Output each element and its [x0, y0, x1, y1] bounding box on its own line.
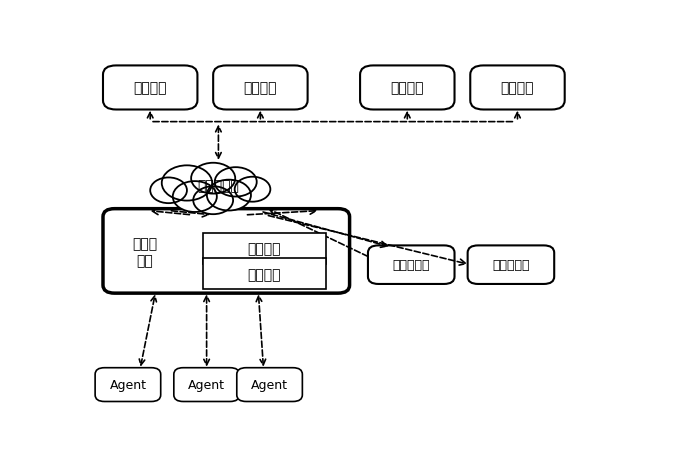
- Text: 数据存储: 数据存储: [248, 268, 281, 281]
- Circle shape: [191, 163, 235, 194]
- Circle shape: [193, 187, 233, 215]
- FancyBboxPatch shape: [174, 368, 240, 402]
- Circle shape: [150, 178, 187, 204]
- Circle shape: [162, 166, 212, 201]
- Text: Agent: Agent: [110, 378, 146, 391]
- Text: 运维企
业端: 运维企 业端: [133, 237, 158, 267]
- Text: 数据采集: 数据采集: [248, 242, 281, 256]
- Text: 数据分析: 数据分析: [244, 81, 277, 95]
- Circle shape: [173, 182, 217, 212]
- Circle shape: [235, 178, 270, 202]
- FancyBboxPatch shape: [368, 246, 454, 284]
- FancyBboxPatch shape: [103, 66, 198, 110]
- Text: 运维云服务: 运维云服务: [198, 179, 240, 193]
- Text: 数据通信: 数据通信: [133, 81, 167, 95]
- FancyBboxPatch shape: [213, 66, 307, 110]
- Text: 数据存储: 数据存储: [391, 81, 424, 95]
- FancyBboxPatch shape: [471, 66, 565, 110]
- Text: Agent: Agent: [251, 378, 288, 391]
- Circle shape: [207, 180, 251, 211]
- Text: 运维企业端: 运维企业端: [393, 258, 430, 272]
- FancyBboxPatch shape: [103, 209, 349, 294]
- Bar: [202, 259, 326, 290]
- FancyBboxPatch shape: [468, 246, 554, 284]
- Circle shape: [215, 168, 257, 197]
- Text: 运维企业端: 运维企业端: [492, 258, 529, 272]
- Text: Agent: Agent: [188, 378, 225, 391]
- FancyBboxPatch shape: [95, 368, 160, 402]
- FancyBboxPatch shape: [237, 368, 303, 402]
- Bar: [202, 233, 326, 264]
- Text: 处理规则: 处理规则: [501, 81, 534, 95]
- FancyBboxPatch shape: [360, 66, 454, 110]
